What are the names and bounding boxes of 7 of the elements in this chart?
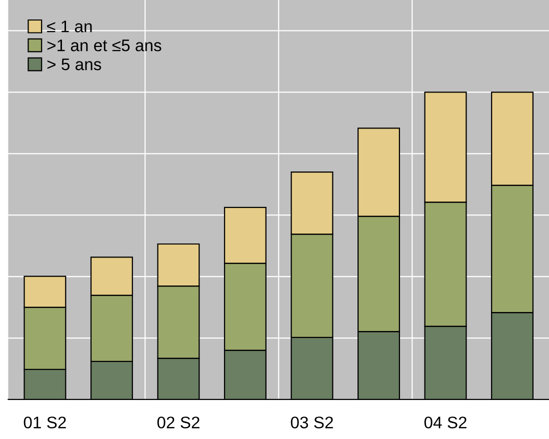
legend-label: ≤ 1 an	[47, 20, 92, 32]
x-tick-label: 03 S2	[290, 416, 333, 428]
x-tick-label: 02 S2	[157, 416, 200, 428]
x-tick-label: 04 S2	[424, 416, 466, 428]
legend-label: >1 an et ≤5 ans	[47, 40, 162, 52]
legend-label: > 5 ans	[47, 58, 102, 70]
x-tick-label: 01 S2	[24, 416, 66, 428]
